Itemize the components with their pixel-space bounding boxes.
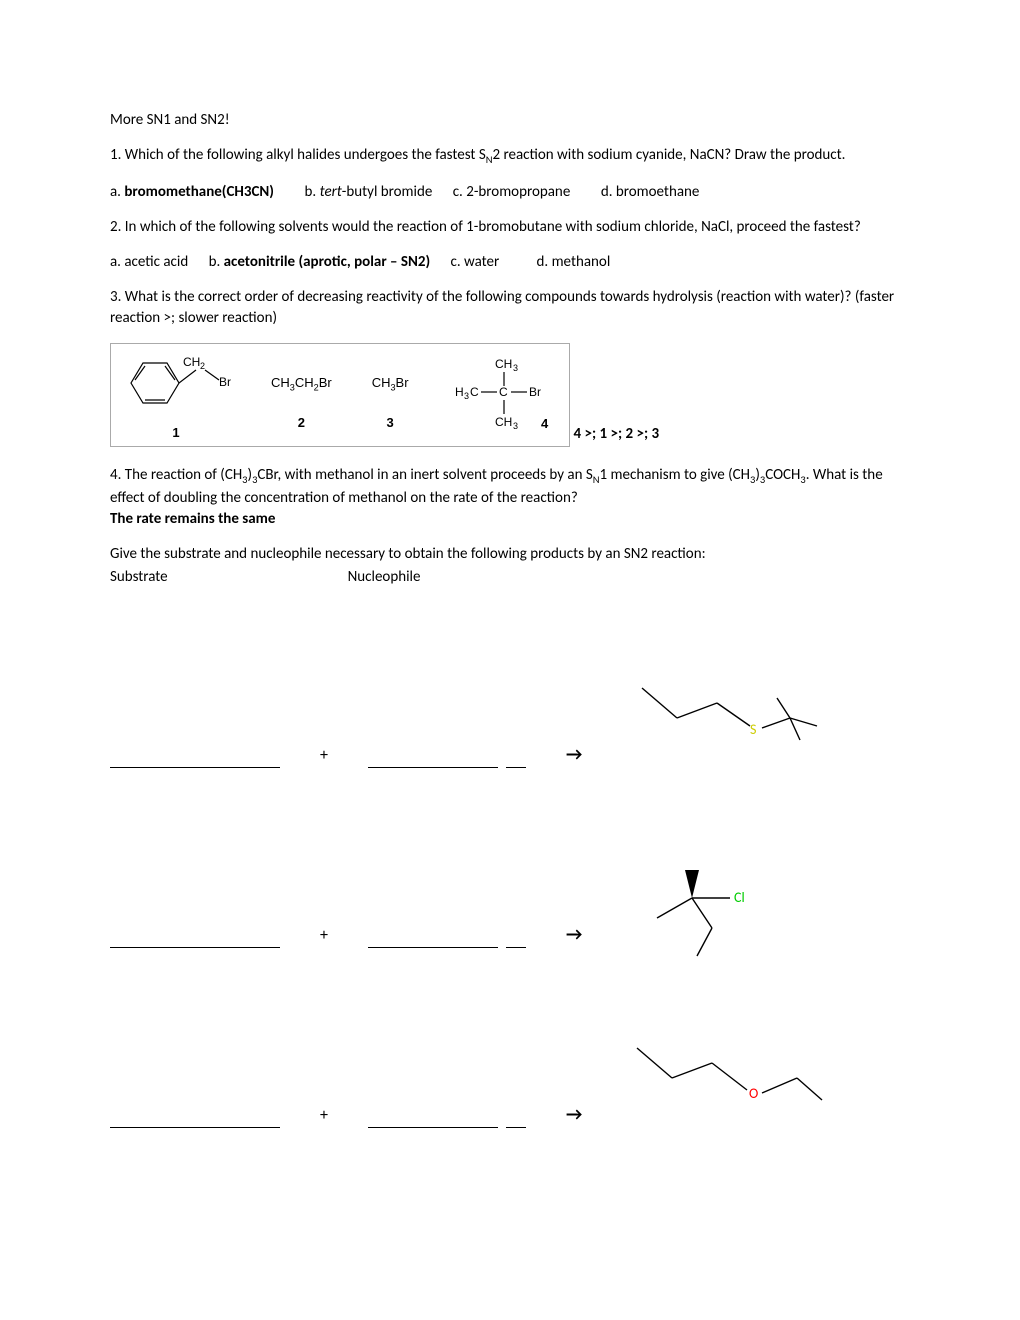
nucleophile-blank-1 xyxy=(368,766,498,768)
chloride-icon: Cl xyxy=(622,858,832,968)
nucleophile-blank-2b xyxy=(506,946,526,948)
reaction-row-2: + → Cl xyxy=(110,838,910,948)
q1-sub: N xyxy=(486,153,493,166)
q3-item-1: CH 2 Br 1 xyxy=(121,348,231,442)
q3-item-4: CH3 H3C C Br CH3 4 xyxy=(449,356,559,434)
q2-a: a. acetic acid xyxy=(110,253,188,271)
substrate-blank-1 xyxy=(110,766,280,768)
svg-text:CH: CH xyxy=(495,415,512,429)
arrow-3: → xyxy=(566,1102,582,1127)
q3-stem: 3. What is the correct order of decreasi… xyxy=(110,287,910,329)
thioether-icon: S xyxy=(622,678,832,788)
q3-item-2: CH3CH2Br 2 xyxy=(271,358,332,432)
svg-text:3: 3 xyxy=(464,391,469,401)
plus-2: + xyxy=(320,925,328,947)
benzyl-bromide-icon: CH 2 Br xyxy=(121,348,231,420)
q1-b-prefix: b. xyxy=(305,183,320,201)
q3-label-1: 1 xyxy=(121,424,231,442)
q4c: CBr, with methanol in an inert solvent p… xyxy=(257,466,592,484)
nucleophile-blank-3b xyxy=(506,1126,526,1128)
plus-3: + xyxy=(320,1105,328,1127)
q2-options: a. acetic acid b. acetonitrile (aprotic,… xyxy=(110,252,910,273)
substrate-blank-2 xyxy=(110,946,280,948)
svg-text:C: C xyxy=(470,385,479,399)
q4-answer: The rate remains the same xyxy=(110,510,275,528)
svg-text:Br: Br xyxy=(529,385,541,399)
ether-icon: O xyxy=(622,1038,832,1148)
q4d: 1 mechanism to give (CH xyxy=(600,466,750,484)
product-2: Cl xyxy=(622,838,832,948)
q2-d: d. methanol xyxy=(537,253,611,271)
q1-b-ital: tert xyxy=(320,183,342,201)
q1-options: a. bromomethane(CH3CN) b. tert-butyl bro… xyxy=(110,182,910,203)
svg-text:2: 2 xyxy=(200,361,205,371)
product-1: S xyxy=(622,658,832,768)
svg-text:C: C xyxy=(499,385,508,399)
q4s3: N xyxy=(593,473,600,486)
q1-b-rest: -butyl bromide xyxy=(342,183,433,201)
q4a: 4. The reaction of (CH xyxy=(110,466,242,484)
q5-columns: Substrate Nucleophile xyxy=(110,567,910,588)
chlorine-atom: Cl xyxy=(734,889,745,906)
reaction-row-3: + → O xyxy=(110,1018,910,1128)
q3-box: CH 2 Br 1 CH3CH2Br 2 CH3Br 3 xyxy=(110,343,570,447)
q5-col1: Substrate xyxy=(110,567,168,588)
svg-text:3: 3 xyxy=(513,363,518,373)
q2-c: c. water xyxy=(451,253,500,271)
q1-a-prefix: a. xyxy=(110,183,124,201)
svg-text:CH: CH xyxy=(495,357,512,371)
q2-b: acetonitrile (aprotic, polar – SN2) xyxy=(224,253,431,271)
q2-stem: 2. In which of the following solvents wo… xyxy=(110,217,910,238)
q1-stem-b: 2 reaction with sodium cyanide, NaCN? Dr… xyxy=(493,146,846,164)
q1-c: c. 2-bromopropane xyxy=(453,183,571,201)
plus-1: + xyxy=(320,745,328,767)
arrow-2: → xyxy=(566,922,582,947)
svg-text:Br: Br xyxy=(219,375,231,389)
svg-text:H: H xyxy=(455,385,464,399)
page-title: More SN1 and SN2! xyxy=(110,110,910,131)
q5-col2: Nucleophile xyxy=(348,567,421,588)
q5-stem: Give the substrate and nucleophile neces… xyxy=(110,544,910,565)
q1-d: d. bromoethane xyxy=(601,183,700,201)
sulfur-atom: S xyxy=(750,721,756,738)
reaction-row-1: + → S xyxy=(110,658,910,768)
tert-butyl-bromide-icon: CH3 H3C C Br CH3 4 xyxy=(449,356,559,434)
q3-answer-text: 4 >; 1 >; 2 >; 3 xyxy=(574,425,660,443)
product-3: O xyxy=(622,1018,832,1128)
q2-b-prefix: b. xyxy=(209,253,224,271)
nucleophile-blank-2 xyxy=(368,946,498,948)
substrate-blank-3 xyxy=(110,1126,280,1128)
q1-a: bromomethane(CH3CN) xyxy=(124,183,274,201)
q3-label-2: 2 xyxy=(271,414,332,432)
q1-stem-a: 1. Which of the following alkyl halides … xyxy=(110,146,486,164)
q1-stem: 1. Which of the following alkyl halides … xyxy=(110,145,910,168)
arrow-1: → xyxy=(566,742,582,767)
q3-label-3: 3 xyxy=(372,414,409,432)
q3-item-3: CH3Br 3 xyxy=(372,358,409,432)
oxygen-atom: O xyxy=(749,1085,758,1102)
svg-text:CH: CH xyxy=(183,355,200,369)
svg-text:4: 4 xyxy=(541,416,549,431)
q4f: COCH xyxy=(765,466,800,484)
nucleophile-blank-3 xyxy=(368,1126,498,1128)
q3-answer: 4 >; 1 >; 2 >; 3 xyxy=(574,424,660,445)
q4-stem: 4. The reaction of (CH3)3CBr, with metha… xyxy=(110,465,910,530)
svg-text:3: 3 xyxy=(513,421,518,431)
q3-figure-row: CH 2 Br 1 CH3CH2Br 2 CH3Br 3 xyxy=(110,343,910,447)
nucleophile-blank-1b xyxy=(506,766,526,768)
